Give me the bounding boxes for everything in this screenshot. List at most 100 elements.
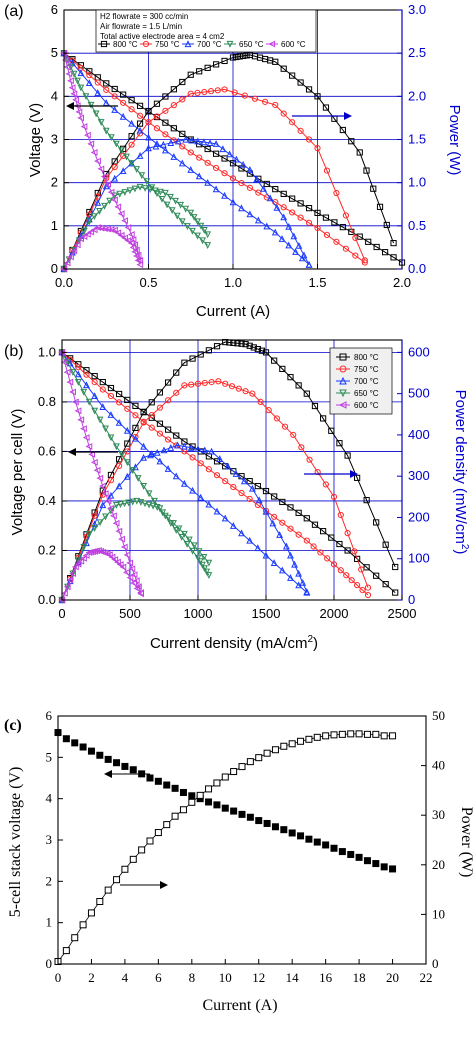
b-voltage-point-600	[109, 512, 117, 520]
b-x-tick-label-4: 2000	[320, 606, 349, 621]
a-power-point-750	[305, 136, 313, 143]
a-voltage-point-750	[297, 214, 304, 221]
a-voltage-point-800	[373, 243, 380, 251]
a-voltage-point-600	[80, 123, 88, 130]
c-voltage-point	[263, 819, 271, 827]
b-voltage-point-600	[101, 490, 109, 497]
c-power-point	[280, 742, 288, 750]
a-power-point-600	[70, 247, 78, 255]
a-power-point-750	[207, 88, 215, 95]
panel-a-annotation-box: H2 flowrate = 300 cc/min Air flowrate = …	[95, 9, 317, 53]
a-voltage-point-800	[297, 200, 304, 207]
c-power-point	[263, 749, 271, 757]
a-voltage-point-650	[77, 84, 85, 92]
b-power-point-600	[126, 574, 134, 582]
b-voltage-point-800	[156, 420, 164, 427]
a-voltage-point-650	[70, 70, 78, 78]
a-power-point-800	[179, 78, 186, 86]
a-power-point-700	[206, 139, 214, 147]
a-power-point-800	[305, 86, 313, 93]
a-x-tick-label-3: 1.5	[308, 275, 326, 290]
a-power-point-650	[121, 189, 129, 196]
c-x-tick-label-11: 22	[420, 970, 433, 985]
a-y2-tick-label-4: 2.0	[408, 88, 426, 103]
a-voltage-point-700	[77, 69, 85, 77]
a-voltage-point-600	[63, 63, 71, 71]
b-voltage-point-750	[156, 430, 164, 437]
a-power-point-800	[196, 68, 203, 75]
a-voltage-point-750	[204, 159, 211, 166]
b-voltage-point-700	[107, 411, 115, 418]
a-voltage-point-750	[111, 93, 118, 100]
c-power-point	[255, 754, 263, 762]
c-y2-tick-label-2: 20	[432, 857, 445, 872]
b-voltage-point-600	[88, 450, 96, 458]
b-voltage-point-700	[83, 381, 90, 389]
a-power-point-600	[87, 228, 95, 236]
b-voltage-point-800	[262, 487, 270, 495]
b-power-point-750	[257, 398, 264, 406]
b-voltage-point-700	[180, 479, 188, 487]
a-power-point-700	[182, 135, 190, 143]
c-voltage-point	[380, 863, 388, 871]
b-power-point-800	[213, 343, 221, 350]
a-voltage-point-800	[305, 205, 313, 212]
c-voltage-point	[104, 755, 112, 763]
a-y2-tick-label-2: 1.0	[408, 175, 426, 190]
a-voltage-point-800	[204, 145, 211, 153]
a-power-point-600	[63, 259, 71, 267]
b-y-tick-label-2: 0.4	[38, 493, 56, 508]
c-power-point	[322, 732, 330, 740]
a-power-point-700	[300, 251, 308, 259]
b-power-point-600	[71, 563, 79, 571]
c-power-point	[297, 737, 305, 745]
a-power-point-750	[187, 90, 194, 97]
b-power-point-650	[141, 500, 149, 508]
a-voltage-point-800	[86, 68, 93, 75]
a-power-point-700	[200, 138, 208, 146]
b-voltage-point-800	[363, 564, 370, 571]
b-voltage-point-600	[128, 565, 136, 573]
c-voltage-point	[221, 804, 229, 812]
a-voltage-point-750	[342, 245, 349, 252]
a-power-point-650	[91, 213, 98, 221]
b-power-point-750	[314, 468, 321, 476]
a-power-point-750	[170, 102, 177, 109]
a-voltage-point-750	[179, 143, 186, 150]
a-y-tick-label-1: 1	[51, 218, 58, 233]
a-power-point-700	[94, 198, 102, 206]
a-voltage-point-750	[314, 224, 321, 232]
a-voltage-point-750	[229, 175, 237, 182]
a-power-point-650	[85, 218, 93, 226]
b-power-point-700	[201, 446, 209, 454]
a-power-point-600	[77, 235, 84, 243]
a-voltage-point-650	[183, 223, 191, 230]
b-power-point-800	[295, 382, 302, 389]
b-voltage-point-650	[102, 425, 109, 433]
c-voltage-point	[163, 781, 171, 789]
a-power-line-600	[63, 227, 141, 270]
b-voltage-point-800	[392, 589, 399, 596]
c-power-point	[238, 763, 246, 771]
a-power-point-750	[333, 189, 340, 197]
c-voltage-point	[297, 832, 305, 840]
b-voltage-point-800	[132, 402, 139, 409]
b-power-point-600	[66, 576, 74, 584]
b-power-point-650	[80, 544, 88, 551]
c-voltage-point	[288, 829, 296, 837]
b-voltage-point-650	[118, 451, 126, 459]
a-y-tick-label-3: 3	[51, 132, 58, 147]
a-power-point-750	[323, 167, 331, 174]
b-power-point-650	[133, 497, 141, 505]
b-voltage-point-650	[69, 369, 77, 376]
a-series-700	[60, 49, 313, 273]
b-power-point-600	[105, 551, 113, 559]
b-power-point-650	[91, 525, 99, 532]
panel-c: (c) 0 2 4 6 8 10 12 14 16 18 20 2201234560102030405…	[4, 708, 474, 1014]
b-voltage-point-700	[115, 418, 123, 426]
b-power-point-800	[279, 365, 286, 372]
a-power-point-600	[117, 231, 125, 239]
a-voltage-point-750	[305, 219, 313, 226]
c-power-point	[179, 806, 187, 814]
c-power-point	[113, 876, 121, 884]
